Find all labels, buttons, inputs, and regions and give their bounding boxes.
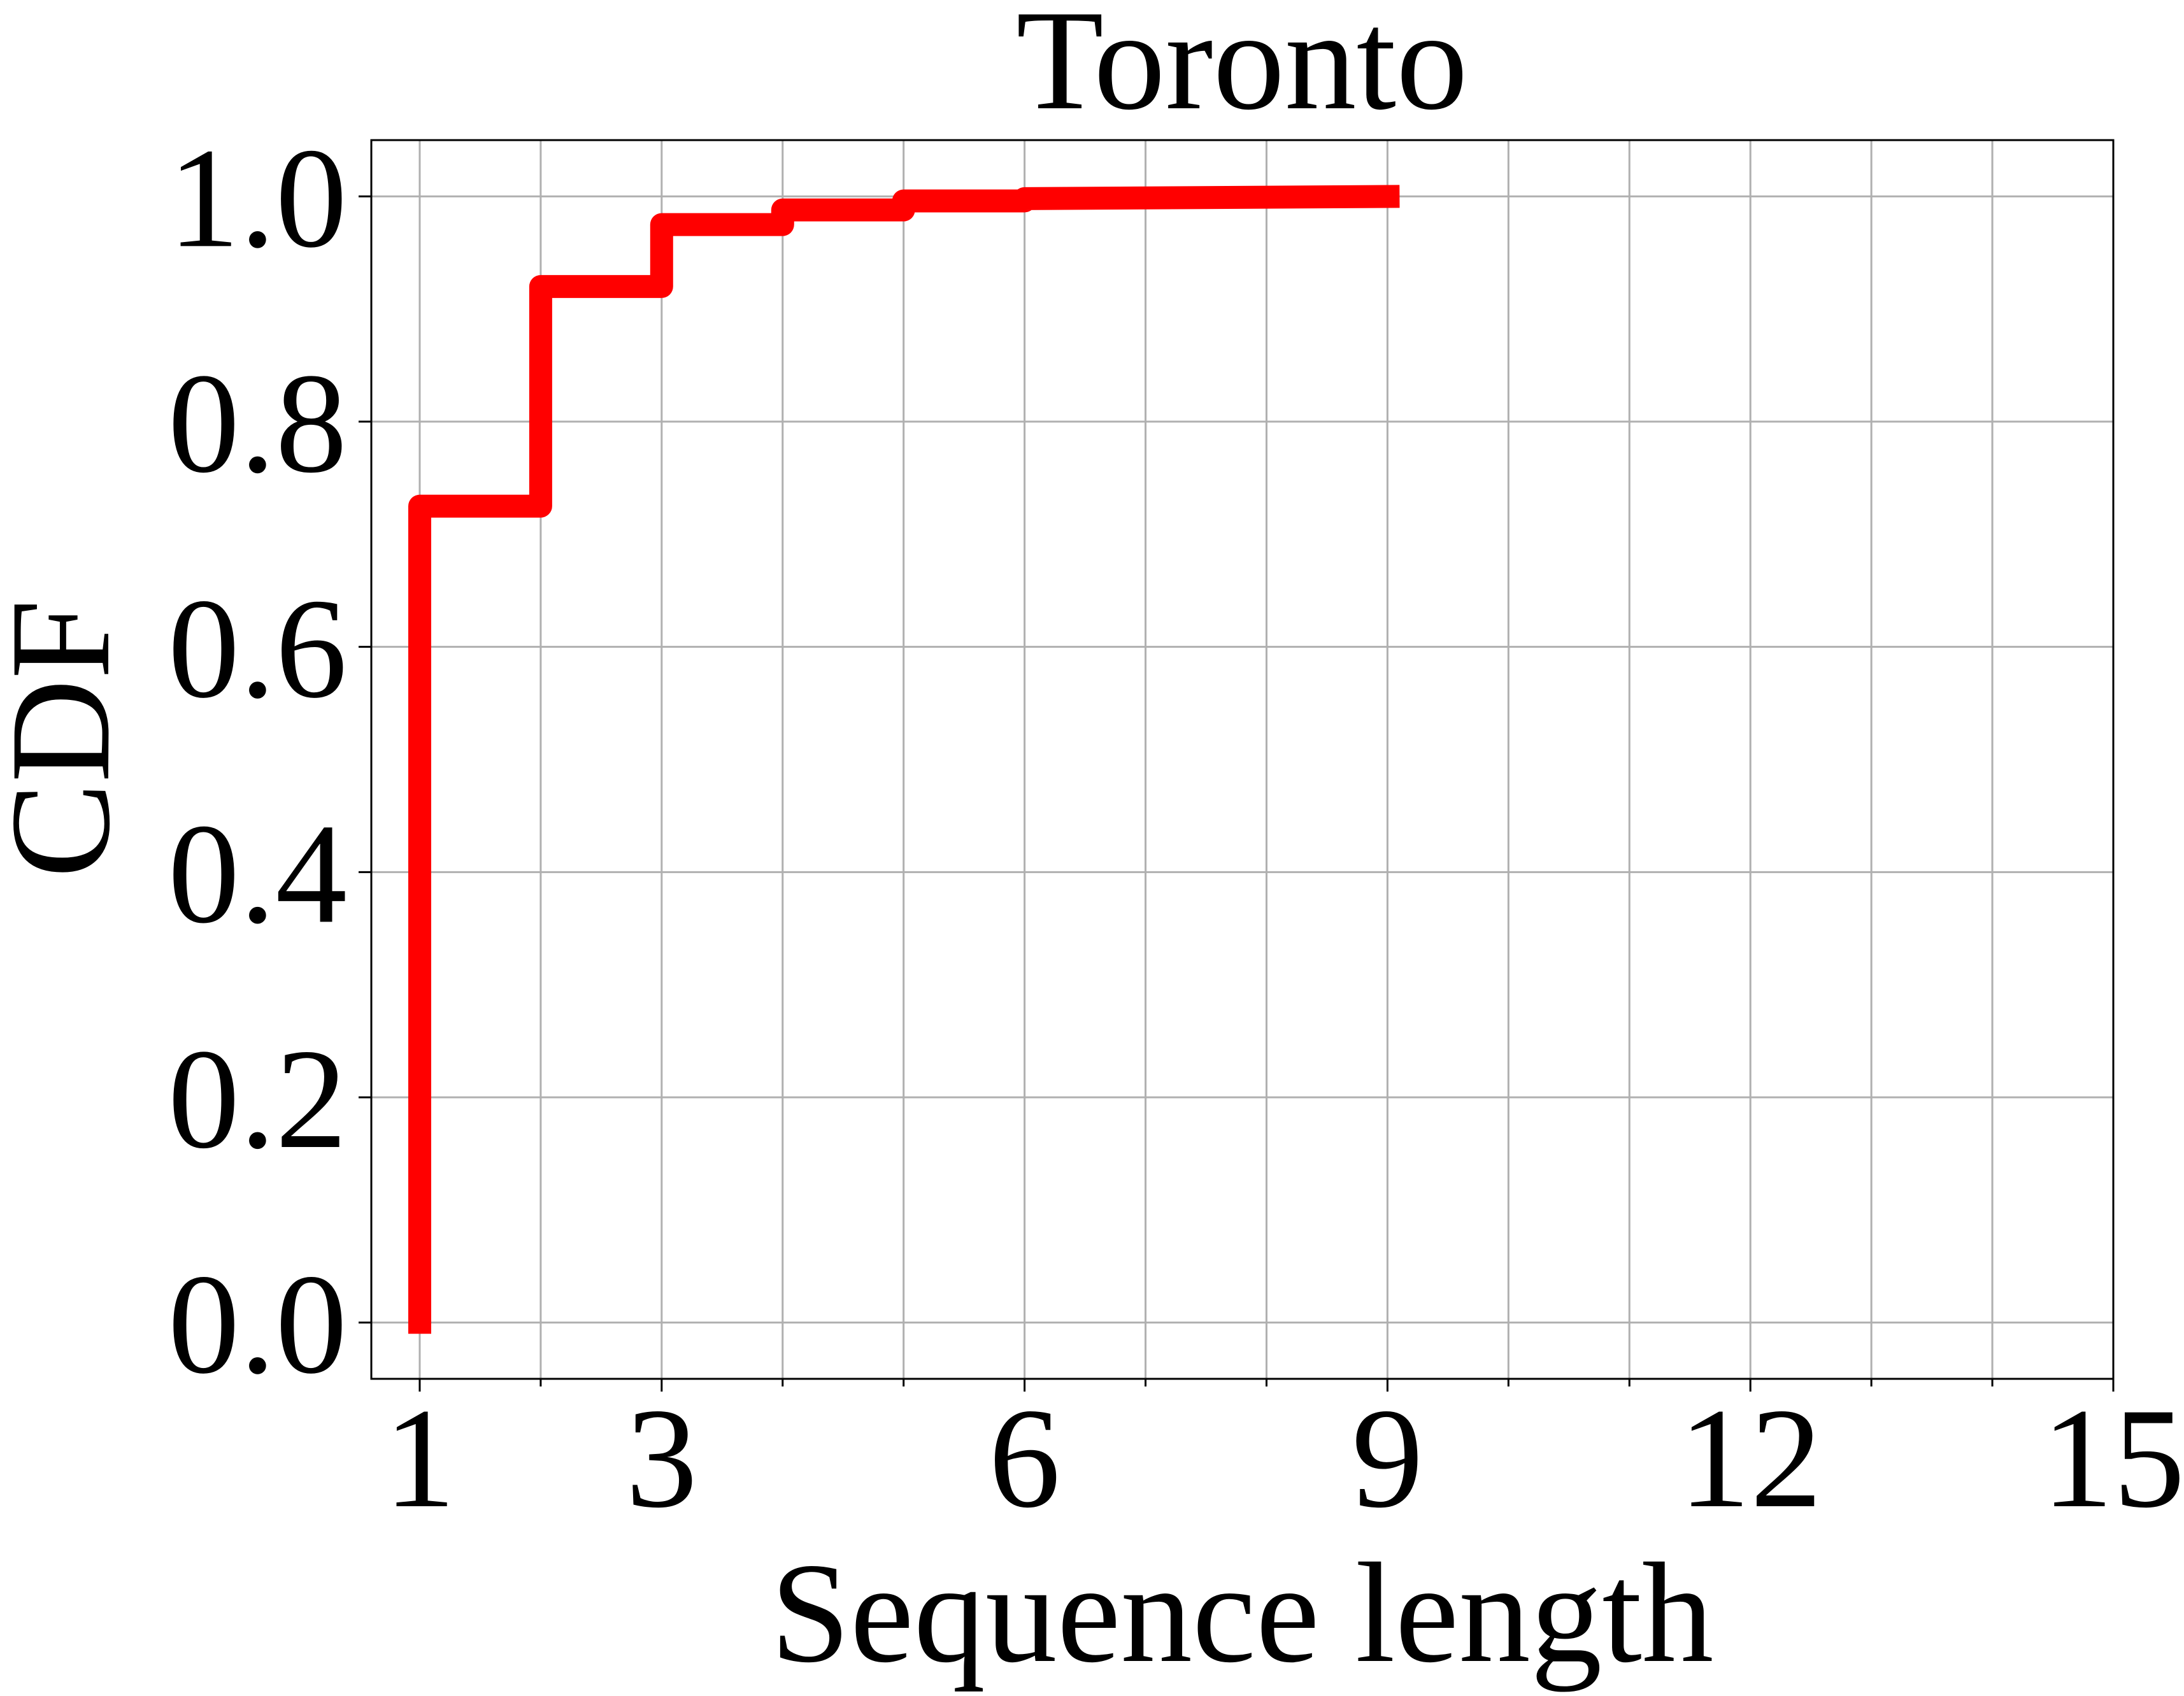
grid (371, 140, 2115, 1379)
x-tick-label: 9 (1352, 1378, 1424, 1537)
y-tick-label: 1.0 (168, 118, 347, 277)
tick-labels: 1 3 6 9 12 15 0.0 0.2 0.4 0.6 0.8 1.0 (168, 118, 2184, 1537)
x-tick-label: 12 (1679, 1378, 1822, 1537)
series (408, 185, 1400, 1334)
chart-title: Toronto (1016, 0, 1467, 139)
x-tick-label: 6 (989, 1378, 1060, 1537)
x-tick-label: 3 (626, 1378, 698, 1537)
y-tick-label: 0.8 (168, 343, 347, 502)
plot-frame (370, 139, 2115, 1380)
x-axis-label: Sequence length (771, 1533, 1714, 1692)
y-tick-label: 0.2 (168, 1019, 347, 1178)
cdf-series-line (408, 185, 1400, 1334)
x-tick-label: 15 (2042, 1378, 2184, 1537)
y-axis-label: CDF (0, 599, 139, 878)
x-tick-label: 1 (384, 1378, 456, 1537)
ticks (359, 195, 2115, 1392)
y-tick-label: 0.6 (168, 569, 347, 728)
y-tick-label: 0.4 (168, 794, 347, 953)
y-tick-label: 0.0 (168, 1244, 347, 1404)
